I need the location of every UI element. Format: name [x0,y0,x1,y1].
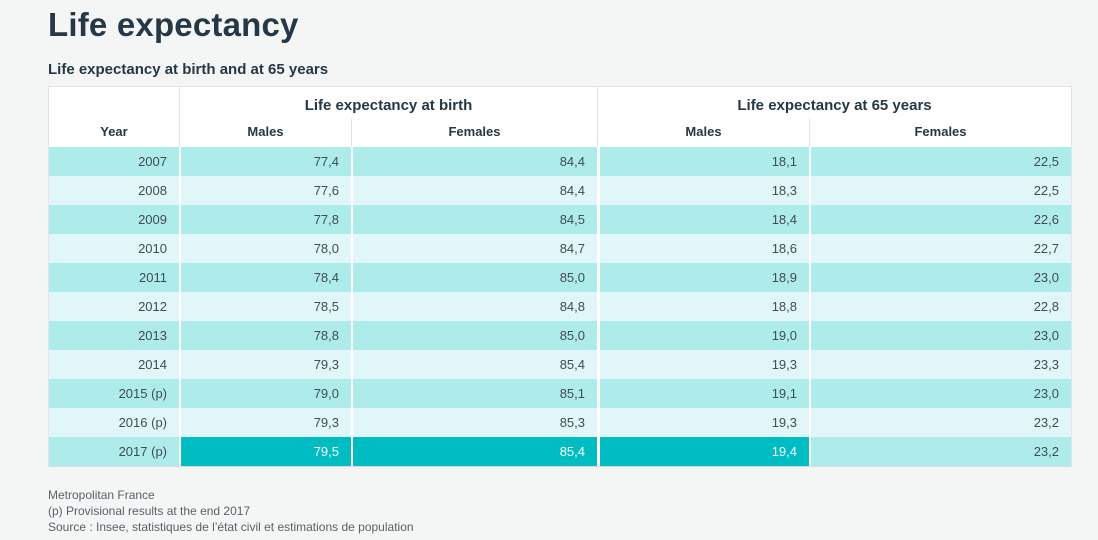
table-row: 2015 (p) 79,0 85,1 19,1 23,0 [49,379,1072,408]
value-cell: 85,0 [351,321,597,350]
group-header-birth: Life expectancy at birth [179,87,597,118]
table-row: 2010 78,0 84,7 18,6 22,7 [49,234,1072,263]
group-header-row: Life expectancy at birth Life expectancy… [49,87,1072,118]
year-cell: 2007 [49,147,179,176]
value-cell: 18,6 [597,234,809,263]
value-cell: 22,7 [809,234,1072,263]
value-cell: 19,3 [597,408,809,437]
table-row: 2011 78,4 85,0 18,9 23,0 [49,263,1072,292]
group-header-65-years: Life expectancy at 65 years [597,87,1072,118]
value-cell: 85,4 [351,437,597,466]
corner-cell [49,87,179,118]
value-cell: 78,4 [179,263,351,292]
column-header-year: Year [49,118,179,147]
value-cell: 85,3 [351,408,597,437]
table-caption: Life expectancy at birth and at 65 years [48,61,329,78]
table-row: 2007 77,4 84,4 18,1 22,5 [49,147,1072,176]
table-notes: Metropolitan France (p) Provisional resu… [48,487,1070,535]
value-cell: 79,3 [179,408,351,437]
year-cell: 2009 [49,205,179,234]
value-cell: 77,6 [179,176,351,205]
note-source: Source : Insee, statistiques de l’état c… [48,520,414,534]
table-row: 2017 (p) 79,5 85,4 19,4 23,2 [49,437,1072,466]
life-expectancy-table: Life expectancy at birth Life expectancy… [48,86,1073,467]
year-cell: 2012 [49,292,179,321]
value-cell: 19,0 [597,321,809,350]
table-row: 2016 (p) 79,3 85,3 19,3 23,2 [49,408,1072,437]
table-header: Life expectancy at birth Life expectancy… [49,87,1072,147]
value-cell: 78,5 [179,292,351,321]
value-cell: 23,0 [809,321,1072,350]
value-cell: 84,7 [351,234,597,263]
page-title: Life expectancy [48,6,299,43]
column-header-females-65: Females [809,118,1072,147]
value-cell: 77,4 [179,147,351,176]
value-cell: 84,4 [351,147,597,176]
value-cell: 84,4 [351,176,597,205]
column-header-males-65: Males [597,118,809,147]
value-cell: 23,2 [809,437,1072,466]
table-row: 2009 77,8 84,5 18,4 22,6 [49,205,1072,234]
value-cell: 18,9 [597,263,809,292]
value-cell: 23,2 [809,408,1072,437]
year-cell: 2013 [49,321,179,350]
value-cell: 85,4 [351,350,597,379]
value-cell: 78,0 [179,234,351,263]
value-cell: 18,8 [597,292,809,321]
value-cell: 77,8 [179,205,351,234]
note-coverage: Metropolitan France [48,488,155,502]
value-cell: 84,5 [351,205,597,234]
value-cell: 22,5 [809,176,1072,205]
year-cell: 2010 [49,234,179,263]
value-cell: 23,0 [809,379,1072,408]
year-cell: 2014 [49,350,179,379]
value-cell: 79,3 [179,350,351,379]
value-cell: 22,6 [809,205,1072,234]
table-row: 2012 78,5 84,8 18,8 22,8 [49,292,1072,321]
year-cell: 2011 [49,263,179,292]
note-provisional: (p) Provisional results at the end 2017 [48,504,251,518]
column-header-males-birth: Males [179,118,351,147]
year-cell: 2016 (p) [49,408,179,437]
value-cell: 79,0 [179,379,351,408]
value-cell: 19,4 [597,437,809,466]
value-cell: 23,3 [809,350,1072,379]
table-body: 2007 77,4 84,4 18,1 22,5 2008 77,6 84,4 18,3 22,5… [49,147,1072,466]
value-cell: 19,1 [597,379,809,408]
value-cell: 22,5 [809,147,1072,176]
value-cell: 84,8 [351,292,597,321]
value-cell: 18,4 [597,205,809,234]
value-cell: 85,1 [351,379,597,408]
table-row: 2008 77,6 84,4 18,3 22,5 [49,176,1072,205]
year-cell: 2015 (p) [49,379,179,408]
year-cell: 2017 (p) [49,437,179,466]
value-cell: 18,1 [597,147,809,176]
column-header-row: Year Males Females Males Females [49,118,1072,147]
value-cell: 18,3 [597,176,809,205]
value-cell: 79,5 [179,437,351,466]
value-cell: 19,3 [597,350,809,379]
table-row: 2014 79,3 85,4 19,3 23,3 [49,350,1072,379]
table-row: 2013 78,8 85,0 19,0 23,0 [49,321,1072,350]
value-cell: 78,8 [179,321,351,350]
value-cell: 22,8 [809,292,1072,321]
year-cell: 2008 [49,176,179,205]
value-cell: 23,0 [809,263,1072,292]
column-header-females-birth: Females [351,118,597,147]
value-cell: 85,0 [351,263,597,292]
